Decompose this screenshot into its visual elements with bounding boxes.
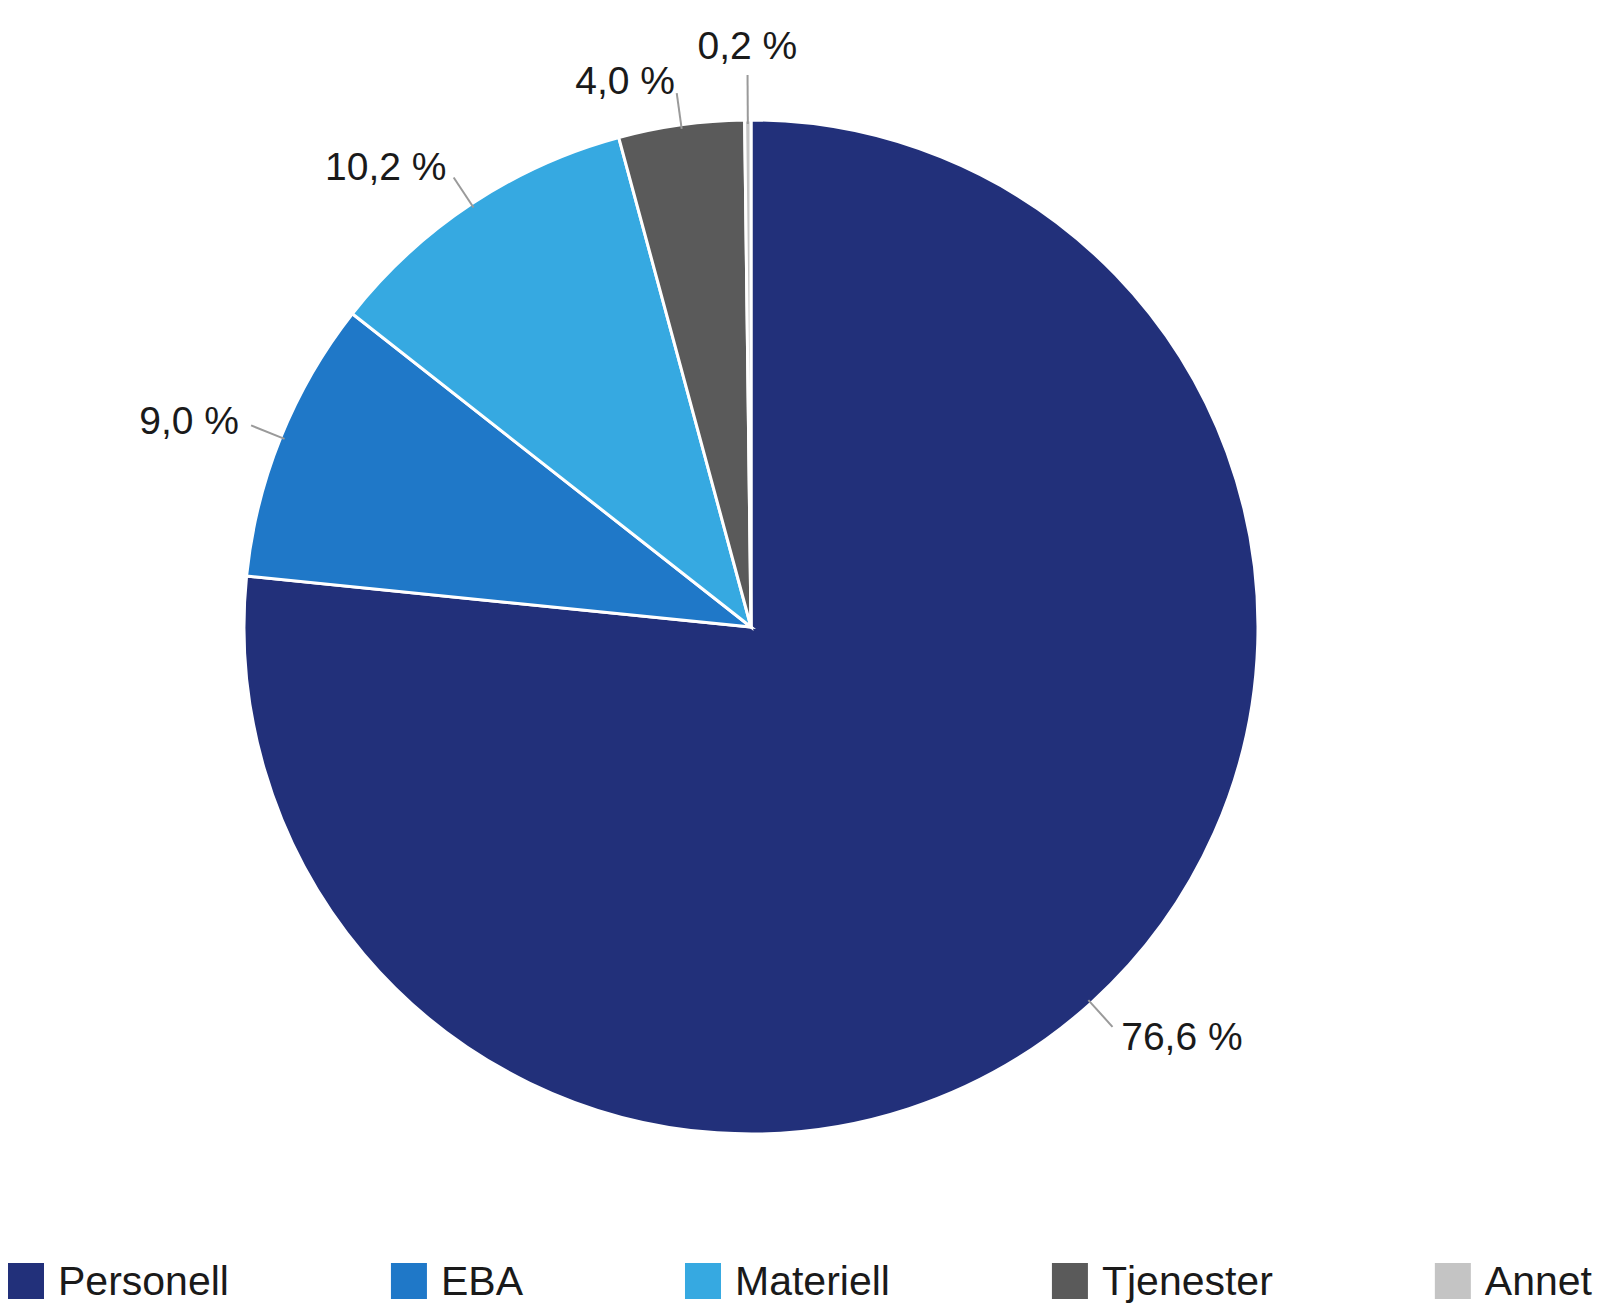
legend-label: Materiell (735, 1258, 890, 1304)
legend-item: Annet (1435, 1258, 1593, 1304)
leader-line (251, 425, 284, 438)
legend-swatch (1435, 1263, 1471, 1299)
legend-label: Annet (1485, 1258, 1593, 1304)
slices (244, 120, 1258, 1134)
data-label: 10,2 % (325, 145, 446, 188)
legend-label: Personell (58, 1258, 229, 1304)
data-label: 76,6 % (1121, 1015, 1242, 1058)
slice (244, 120, 1258, 1134)
legend-swatch (391, 1263, 427, 1299)
chart: 76,6 % 9,0 % 10,2 % 4,0 % 0,2 % Personell EBA M… (0, 0, 1600, 1312)
legend-label: Tjenester (1102, 1258, 1273, 1304)
data-label: 4,0 % (575, 59, 675, 102)
legend-item: Personell (8, 1258, 229, 1304)
legend-item: Materiell (685, 1258, 890, 1304)
data-label: 9,0 % (139, 399, 239, 442)
legend-item: Tjenester (1052, 1258, 1273, 1304)
data-labels: 76,6 % 9,0 % 10,2 % 4,0 % 0,2 % (139, 24, 1242, 1058)
slice (619, 120, 751, 627)
legend-swatch (1052, 1263, 1088, 1299)
legend: Personell EBA Materiell Tjenester Annet (8, 1258, 1593, 1304)
leader-line (454, 177, 474, 207)
legend-label: EBA (441, 1258, 524, 1304)
legend-swatch (8, 1263, 44, 1299)
legend-item: EBA (391, 1258, 524, 1304)
leader-line (1088, 1000, 1112, 1027)
legend-swatch (685, 1263, 721, 1299)
leader-line (677, 93, 682, 129)
slice (745, 120, 751, 627)
leader-line (747, 75, 749, 124)
data-label: 0,2 % (697, 24, 797, 67)
